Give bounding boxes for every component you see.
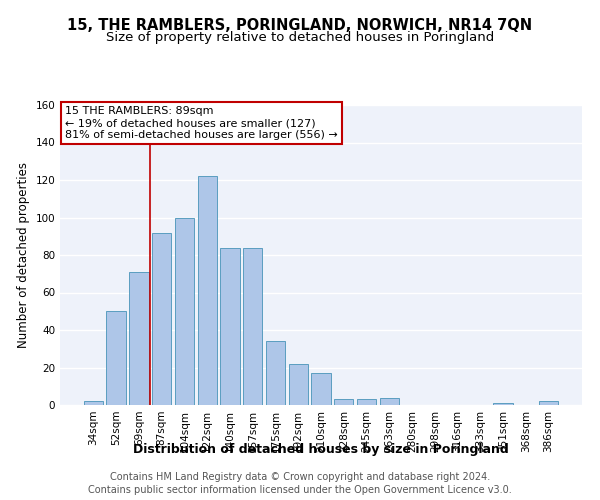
Bar	[493, 403, 513, 405]
Text: Size of property relative to detached houses in Poringland: Size of property relative to detached ho…	[106, 31, 494, 44]
Bar	[84, 401, 103, 405]
Bar	[380, 398, 399, 405]
Bar	[539, 401, 558, 405]
Text: 15 THE RAMBLERS: 89sqm
← 19% of detached houses are smaller (127)
81% of semi-de: 15 THE RAMBLERS: 89sqm ← 19% of detached…	[65, 106, 338, 140]
Text: 15, THE RAMBLERS, PORINGLAND, NORWICH, NR14 7QN: 15, THE RAMBLERS, PORINGLAND, NORWICH, N…	[67, 18, 533, 32]
Text: Contains public sector information licensed under the Open Government Licence v3: Contains public sector information licen…	[88, 485, 512, 495]
Bar	[175, 218, 194, 405]
Bar	[334, 400, 353, 405]
Bar	[152, 232, 172, 405]
Bar	[197, 176, 217, 405]
Text: Contains HM Land Registry data © Crown copyright and database right 2024.: Contains HM Land Registry data © Crown c…	[110, 472, 490, 482]
Bar	[106, 311, 126, 405]
Text: Distribution of detached houses by size in Poringland: Distribution of detached houses by size …	[133, 442, 509, 456]
Bar	[357, 400, 376, 405]
Bar	[220, 248, 239, 405]
Bar	[289, 364, 308, 405]
Bar	[243, 248, 262, 405]
Bar	[266, 341, 285, 405]
Bar	[129, 272, 149, 405]
Bar	[311, 373, 331, 405]
Y-axis label: Number of detached properties: Number of detached properties	[17, 162, 30, 348]
